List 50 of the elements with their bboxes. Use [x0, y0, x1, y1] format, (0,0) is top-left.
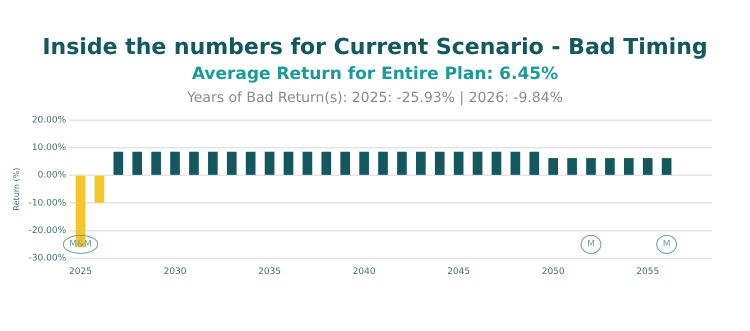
bar	[397, 152, 407, 175]
bar	[567, 158, 577, 175]
bar	[189, 152, 199, 175]
y-tick-label: 10.00%	[32, 142, 67, 153]
x-tick-label: 2025	[69, 266, 92, 277]
x-tick-label: 2050	[542, 266, 565, 277]
annotation: M	[662, 240, 671, 250]
y-tick-label: -20.00%	[28, 226, 67, 236]
bar	[226, 152, 237, 175]
bar	[378, 152, 388, 175]
text: Years of Bad Return(s): 2025: -25.93% | 2026: -9.84%	[186, 89, 564, 108]
bar	[113, 152, 124, 175]
annotation: M	[587, 240, 595, 250]
bar	[284, 152, 294, 175]
bar	[529, 152, 540, 175]
bar	[510, 152, 520, 175]
y-tick-label: -30.00%	[28, 254, 67, 264]
bar	[170, 152, 180, 175]
x-tick-label: 2055	[636, 266, 660, 277]
bar	[662, 158, 672, 175]
bar	[642, 158, 653, 175]
bar	[416, 152, 426, 175]
chart-subtitle: Average Return for Entire Plan: 6.45%	[190, 63, 560, 86]
y-tick-label: -10.00%	[28, 198, 67, 208]
y-axis-title: Return (%)	[12, 168, 21, 211]
bar	[548, 158, 558, 175]
bar	[605, 158, 615, 175]
bar	[454, 152, 464, 175]
bar	[624, 158, 634, 175]
bar	[264, 152, 274, 175]
bar	[302, 152, 312, 175]
bar	[246, 152, 256, 175]
bar	[151, 152, 161, 175]
x-tick-label: 2045	[447, 266, 470, 277]
bar	[472, 152, 482, 175]
bar	[340, 152, 350, 175]
x-tick-label: 2040	[352, 266, 376, 277]
bar	[94, 176, 104, 203]
bar	[434, 152, 445, 175]
bar	[132, 152, 142, 175]
chart-title: Inside the numbers for Current Scenario - Bad Timing	[41, 34, 709, 62]
y-tick-label: 0.00%	[38, 170, 67, 181]
bar	[321, 152, 332, 175]
x-tick-label: 2035	[258, 266, 282, 277]
bar	[359, 152, 369, 175]
bar	[208, 152, 218, 175]
bar	[492, 152, 502, 175]
bar	[586, 158, 596, 175]
x-tick-label: 2030	[164, 266, 187, 277]
y-tick-label: 20.00%	[32, 115, 67, 126]
